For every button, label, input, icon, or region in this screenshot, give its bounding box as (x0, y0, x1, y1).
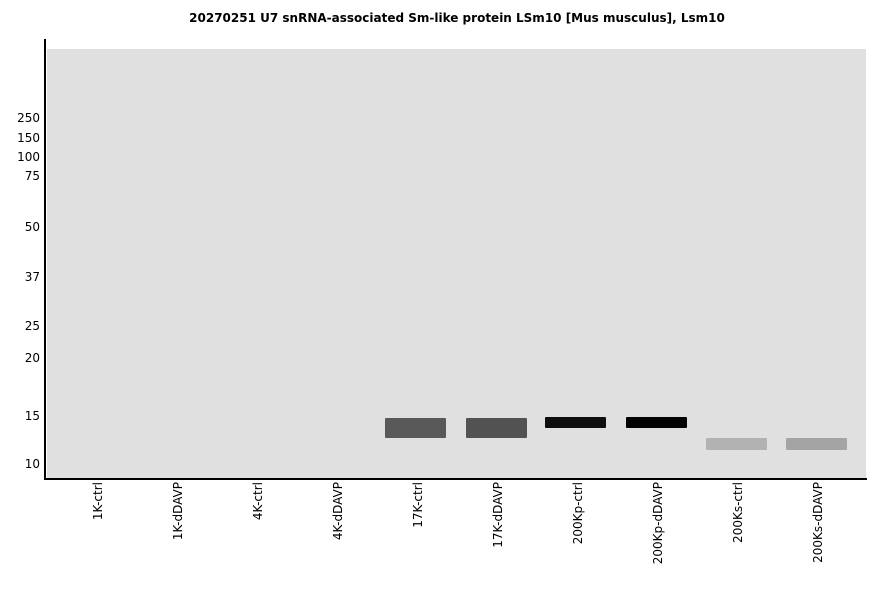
lane-label: 200Kp-dDAVP (651, 482, 665, 565)
y-axis-tick-label: 25 (24, 319, 40, 333)
lane-label: 4K-ctrl (251, 482, 265, 521)
y-axis-tick-label: 15 (24, 409, 40, 423)
chart-title: 20270251 U7 snRNA-associated Sm-like pro… (189, 11, 725, 25)
x-axis-line (44, 478, 867, 480)
gel-band (545, 417, 606, 428)
lane-label: 17K-dDAVP (491, 482, 505, 548)
y-axis-tick-label: 100 (17, 150, 40, 164)
lane-label: 200Ks-ctrl (731, 482, 745, 543)
lane-label: 200Kp-ctrl (571, 482, 585, 545)
gel-band (706, 438, 767, 450)
y-axis-tick-label: 37 (24, 270, 40, 284)
y-axis-tick-label: 250 (17, 111, 40, 125)
gel-band (466, 418, 527, 438)
lane-label: 1K-ctrl (91, 482, 105, 521)
lane-label: 17K-ctrl (411, 482, 425, 528)
y-axis-tick-label: 150 (17, 131, 40, 145)
y-axis-tick-label: 20 (24, 351, 40, 365)
lane-label: 4K-dDAVP (331, 482, 345, 541)
y-axis-tick-label: 50 (24, 220, 40, 234)
gel-band (786, 438, 847, 450)
gel-band (385, 418, 446, 438)
lane-label: 200Ks-dDAVP (811, 482, 825, 563)
gel-lane-area (47, 49, 866, 478)
y-axis-line (44, 39, 46, 480)
gel-band (626, 417, 687, 428)
y-axis-tick-label: 10 (24, 457, 40, 471)
y-axis-tick-label: 75 (24, 169, 40, 183)
lane-label: 1K-dDAVP (171, 482, 185, 541)
